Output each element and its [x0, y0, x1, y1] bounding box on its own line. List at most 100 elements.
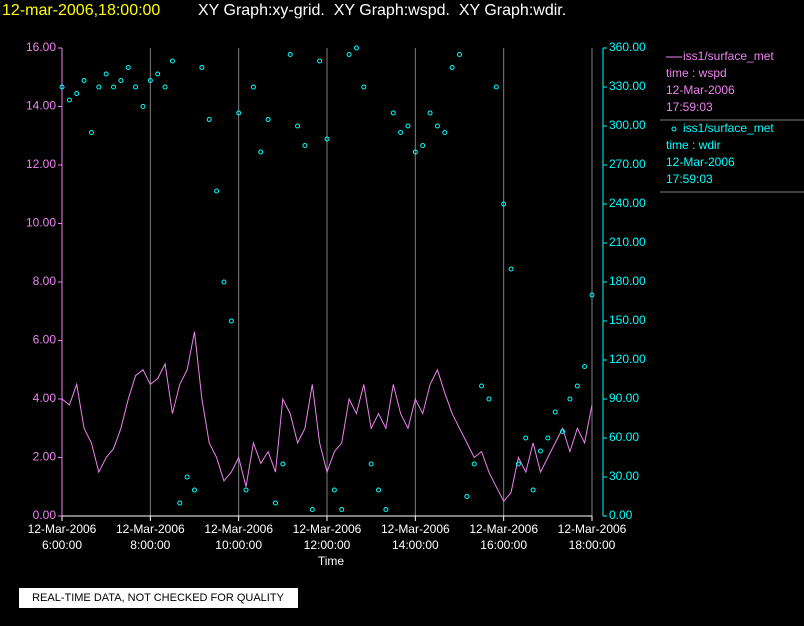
- y2-tick-label: 150.00: [609, 313, 646, 327]
- y-tick-label: 10.00: [26, 216, 56, 230]
- legend-detail: time : wspd: [666, 66, 727, 80]
- y2-tick-label: 270.00: [609, 157, 646, 171]
- wdir-point: [501, 201, 507, 207]
- wdir-point: [295, 123, 301, 129]
- wdir-point: [508, 266, 514, 272]
- wdir-point: [420, 143, 426, 148]
- x-tick-label: 12-Mar-2006 6:00:00: [28, 522, 97, 552]
- wdir-point: [59, 84, 65, 90]
- y2-tick-label: 120.00: [609, 352, 646, 366]
- x-tick-label: 12-Mar-2006 8:00:00: [116, 522, 185, 552]
- wdir-point: [302, 143, 308, 148]
- wdir-point: [346, 52, 352, 57]
- wdir-point: [427, 110, 433, 116]
- y-tick-label: 16.00: [26, 40, 56, 54]
- x-tick-label: 12-Mar-2006 12:00:00: [293, 522, 362, 552]
- wdir-point: [339, 507, 345, 512]
- wdir-point: [589, 292, 595, 298]
- wdir-point: [111, 84, 117, 90]
- wdir-point: [464, 494, 470, 499]
- legend-detail: time : wdir: [666, 138, 721, 152]
- wdir-point: [368, 461, 374, 467]
- wdir-point: [199, 65, 205, 70]
- wdir-point: [147, 78, 153, 83]
- y2-tick-label: 30.00: [609, 469, 639, 483]
- footer: REAL-TIME DATA, NOT CHECKED FOR QUALITY: [32, 592, 284, 604]
- wdir-point: [265, 117, 271, 122]
- wdir-point: [74, 91, 80, 96]
- wdir-point: [280, 461, 286, 467]
- wdir-point: [486, 396, 492, 402]
- wdir-point: [88, 130, 94, 135]
- wdir-point: [545, 435, 551, 441]
- y2-tick-label: 0.00: [609, 508, 633, 522]
- wdir-point: [317, 58, 323, 64]
- wdir-point: [96, 84, 102, 90]
- wdir-point: [184, 474, 190, 480]
- wdir-point: [162, 84, 168, 90]
- wdir-point: [567, 396, 573, 402]
- y2-tick-label: 240.00: [609, 196, 646, 210]
- y-tick-label: 2.00: [33, 450, 57, 464]
- wdir-point: [236, 110, 242, 116]
- wdir-point: [118, 78, 124, 83]
- y2-tick-label: 210.00: [609, 235, 646, 249]
- wdir-point: [258, 149, 264, 155]
- y-tick-label: 14.00: [26, 99, 56, 113]
- wdir-point: [206, 117, 212, 122]
- wdir-point: [324, 136, 330, 142]
- wdir-point: [221, 279, 227, 285]
- wdir-point: [398, 130, 404, 135]
- wdir-point: [250, 84, 256, 90]
- wdir-point: [515, 461, 521, 467]
- wdir-point: [560, 429, 566, 434]
- wdir-point: [177, 500, 183, 506]
- wdir-point: [574, 383, 580, 389]
- wdir-point: [192, 487, 197, 493]
- y-tick-label: 6.00: [33, 333, 57, 347]
- wdir-point: [383, 507, 389, 512]
- wdir-point: [537, 448, 543, 454]
- y2-tick-label: 90.00: [609, 391, 639, 405]
- legend-label: iss1/surface_met: [683, 49, 774, 63]
- wdir-point: [133, 84, 139, 90]
- y2-tick-label: 180.00: [609, 274, 646, 288]
- footer-box: [19, 588, 298, 608]
- wdir-point: [376, 487, 382, 493]
- wdir-point: [243, 487, 249, 493]
- wdir-point: [140, 104, 146, 109]
- wdir-point: [405, 123, 411, 129]
- wdir-point: [272, 500, 278, 506]
- wdir-point: [214, 188, 220, 194]
- chart-title: 12-mar-2006,18:00:00: [2, 2, 160, 19]
- wdir-point: [449, 65, 455, 70]
- y2-tick-label: 60.00: [609, 430, 639, 444]
- wdir-point: [552, 409, 558, 415]
- wspd-line: [61, 331, 593, 503]
- legend-label: iss1/surface_met: [683, 121, 774, 135]
- chart-subtitle: XY Graph:xy-grid. XY Graph:wspd. XY Grap…: [198, 2, 566, 19]
- wdir-point: [81, 78, 87, 83]
- wdir-point: [390, 110, 396, 116]
- y-tick-label: 4.00: [33, 391, 57, 405]
- x-tick-label: 12-Mar-2006 10:00:00: [204, 522, 273, 552]
- wdir-point: [412, 149, 418, 155]
- wdir-point: [169, 58, 175, 64]
- wdir-point: [479, 383, 485, 389]
- legend-marker: [671, 126, 677, 132]
- x-axis-label: Time: [318, 554, 345, 568]
- wdir-point: [103, 71, 109, 77]
- legend-detail: 12-Mar-2006: [666, 155, 735, 169]
- wdir-point: [434, 123, 440, 129]
- wdir-point: [471, 461, 477, 467]
- wdir-point: [155, 71, 161, 77]
- wdir-point: [442, 130, 448, 135]
- wdir-point: [331, 487, 337, 493]
- wdir-point: [493, 84, 499, 90]
- wdir-point: [66, 97, 72, 103]
- y2-tick-label: 330.00: [609, 79, 646, 93]
- y2-tick-label: 300.00: [609, 118, 646, 132]
- wdir-point: [353, 45, 359, 51]
- wdir-point: [457, 52, 462, 57]
